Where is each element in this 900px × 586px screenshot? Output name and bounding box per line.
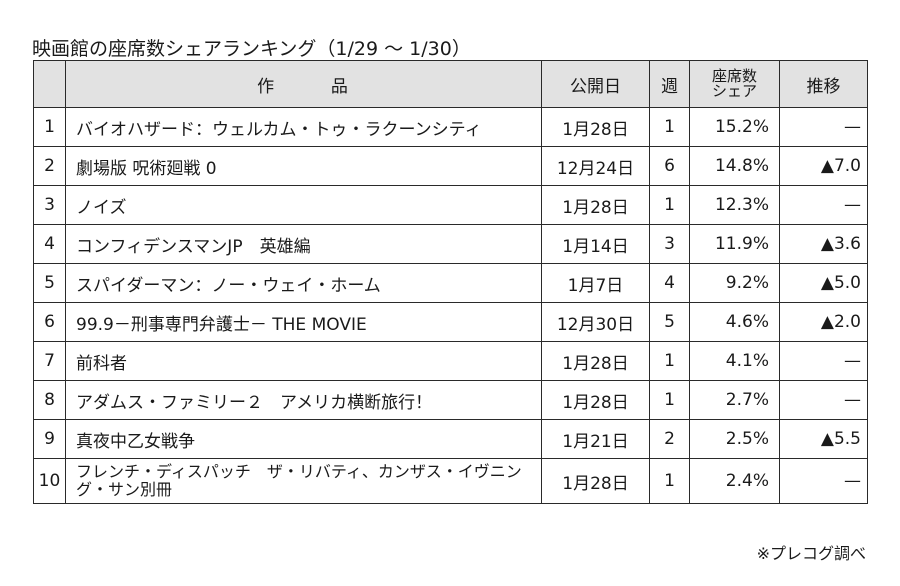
- cell-title: バイオハザード：ウェルカム・トゥ・ラクーンシティ: [65, 107, 542, 147]
- cell-title: フレンチ・ディスパッチ ザ・リバティ、カンザス・イヴニング・サン別冊: [65, 458, 542, 504]
- table-row: 3 ノイズ 1月28日 1 12.3% —: [33, 185, 868, 225]
- cell-rank: 5: [33, 263, 66, 303]
- cell-release-date: 12月24日: [541, 146, 650, 186]
- cell-rank: 9: [33, 419, 66, 459]
- header-trend: 推移: [779, 60, 868, 108]
- cell-week: 6: [649, 146, 690, 186]
- header-seat-share-line1: 座席数: [711, 67, 757, 85]
- cell-rank: 3: [33, 185, 66, 225]
- table-row: 7 前科者 1月28日 1 4.1% —: [33, 341, 868, 381]
- page-title: 映画館の座席数シェアランキング（1/29 ～ 1/30）: [32, 38, 471, 60]
- cell-title: 前科者: [65, 341, 542, 381]
- cell-release-date: 1月28日: [541, 458, 650, 504]
- cell-trend: ▲5.0: [779, 263, 868, 303]
- header-title-char-1: 作: [257, 76, 277, 97]
- cell-week: 1: [649, 185, 690, 225]
- cell-week: 1: [649, 380, 690, 420]
- cell-seat-share: 2.7%: [689, 380, 780, 420]
- cell-trend: ▲7.0: [779, 146, 868, 186]
- cell-week: 5: [649, 302, 690, 342]
- cell-seat-share: 12.3%: [689, 185, 780, 225]
- table-row: 10 フレンチ・ディスパッチ ザ・リバティ、カンザス・イヴニング・サン別冊 1月…: [33, 458, 868, 504]
- header-seat-share: 座席数 シェア: [689, 60, 780, 108]
- cell-week: 1: [649, 341, 690, 381]
- header-title: 作 品: [65, 60, 542, 108]
- header-release-date: 公開日: [541, 60, 650, 108]
- cell-title: 真夜中乙女戦争: [65, 419, 542, 459]
- cell-rank: 1: [33, 107, 66, 147]
- cell-title: コンフィデンスマンJP 英雄編: [65, 224, 542, 264]
- cell-week: 3: [649, 224, 690, 264]
- cell-seat-share: 11.9%: [689, 224, 780, 264]
- cell-rank: 4: [33, 224, 66, 264]
- cell-release-date: 1月14日: [541, 224, 650, 264]
- header-title-char-2: 品: [330, 76, 350, 97]
- header-rank: [33, 60, 66, 108]
- cell-trend: —: [779, 185, 868, 225]
- cell-seat-share: 15.2%: [689, 107, 780, 147]
- table-header-row: 作 品 公開日 週 座席数 シェア 推移: [33, 60, 868, 108]
- cell-trend: ▲3.6: [779, 224, 868, 264]
- source-note: ※プレコグ調べ: [756, 544, 866, 563]
- cell-seat-share: 2.4%: [689, 458, 780, 504]
- cell-seat-share: 14.8%: [689, 146, 780, 186]
- cell-seat-share: 9.2%: [689, 263, 780, 303]
- cell-week: 1: [649, 107, 690, 147]
- cell-week: 2: [649, 419, 690, 459]
- cell-release-date: 1月28日: [541, 107, 650, 147]
- ranking-table: 作 品 公開日 週 座席数 シェア 推移 1 バイオハザード：ウェルカム・トゥ・…: [33, 60, 868, 504]
- cell-seat-share: 4.6%: [689, 302, 780, 342]
- table-row: 2 劇場版 呪術廻戦 0 12月24日 6 14.8% ▲7.0: [33, 146, 868, 186]
- cell-rank: 2: [33, 146, 66, 186]
- table-row: 9 真夜中乙女戦争 1月21日 2 2.5% ▲5.5: [33, 419, 868, 459]
- cell-trend: —: [779, 458, 868, 504]
- cell-title: 劇場版 呪術廻戦 0: [65, 146, 542, 186]
- cell-trend: —: [779, 380, 868, 420]
- cell-rank: 6: [33, 302, 66, 342]
- table-row: 5 スパイダーマン：ノー・ウェイ・ホーム 1月7日 4 9.2% ▲5.0: [33, 263, 868, 303]
- table-row: 8 アダムス・ファミリー２ アメリカ横断旅行！ 1月28日 1 2.7% —: [33, 380, 868, 420]
- cell-release-date: 12月30日: [541, 302, 650, 342]
- cell-trend: —: [779, 107, 868, 147]
- cell-trend: ▲2.0: [779, 302, 868, 342]
- cell-trend: —: [779, 341, 868, 381]
- cell-title: 99.9－刑事専門弁護士－ THE MOVIE: [65, 302, 542, 342]
- cell-rank: 8: [33, 380, 66, 420]
- cell-title: スパイダーマン：ノー・ウェイ・ホーム: [65, 263, 542, 303]
- cell-release-date: 1月21日: [541, 419, 650, 459]
- cell-title: アダムス・ファミリー２ アメリカ横断旅行！: [65, 380, 542, 420]
- cell-release-date: 1月28日: [541, 185, 650, 225]
- cell-week: 4: [649, 263, 690, 303]
- table-row: 1 バイオハザード：ウェルカム・トゥ・ラクーンシティ 1月28日 1 15.2%…: [33, 107, 868, 147]
- cell-rank: 7: [33, 341, 66, 381]
- cell-seat-share: 2.5%: [689, 419, 780, 459]
- cell-rank: 10: [33, 458, 66, 504]
- cell-seat-share: 4.1%: [689, 341, 780, 381]
- header-seat-share-line2: シェア: [711, 82, 757, 100]
- cell-release-date: 1月28日: [541, 380, 650, 420]
- cell-title: ノイズ: [65, 185, 542, 225]
- cell-trend: ▲5.5: [779, 419, 868, 459]
- cell-week: 1: [649, 458, 690, 504]
- table-row: 6 99.9－刑事専門弁護士－ THE MOVIE 12月30日 5 4.6% …: [33, 302, 868, 342]
- table-row: 4 コンフィデンスマンJP 英雄編 1月14日 3 11.9% ▲3.6: [33, 224, 868, 264]
- cell-release-date: 1月7日: [541, 263, 650, 303]
- cell-release-date: 1月28日: [541, 341, 650, 381]
- header-week: 週: [649, 60, 690, 108]
